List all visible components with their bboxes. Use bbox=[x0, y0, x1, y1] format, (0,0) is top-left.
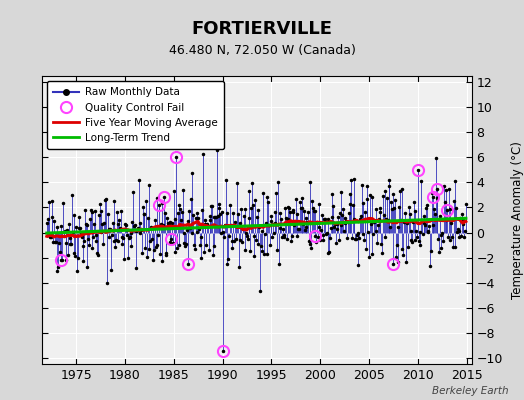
Text: FORTIERVILLE: FORTIERVILLE bbox=[191, 20, 333, 38]
Legend: Raw Monthly Data, Quality Control Fail, Five Year Moving Average, Long-Term Tren: Raw Monthly Data, Quality Control Fail, … bbox=[47, 81, 224, 149]
Text: Berkeley Earth: Berkeley Earth bbox=[432, 386, 508, 396]
Text: 46.480 N, 72.050 W (Canada): 46.480 N, 72.050 W (Canada) bbox=[169, 44, 355, 57]
Y-axis label: Temperature Anomaly (°C): Temperature Anomaly (°C) bbox=[511, 141, 524, 299]
